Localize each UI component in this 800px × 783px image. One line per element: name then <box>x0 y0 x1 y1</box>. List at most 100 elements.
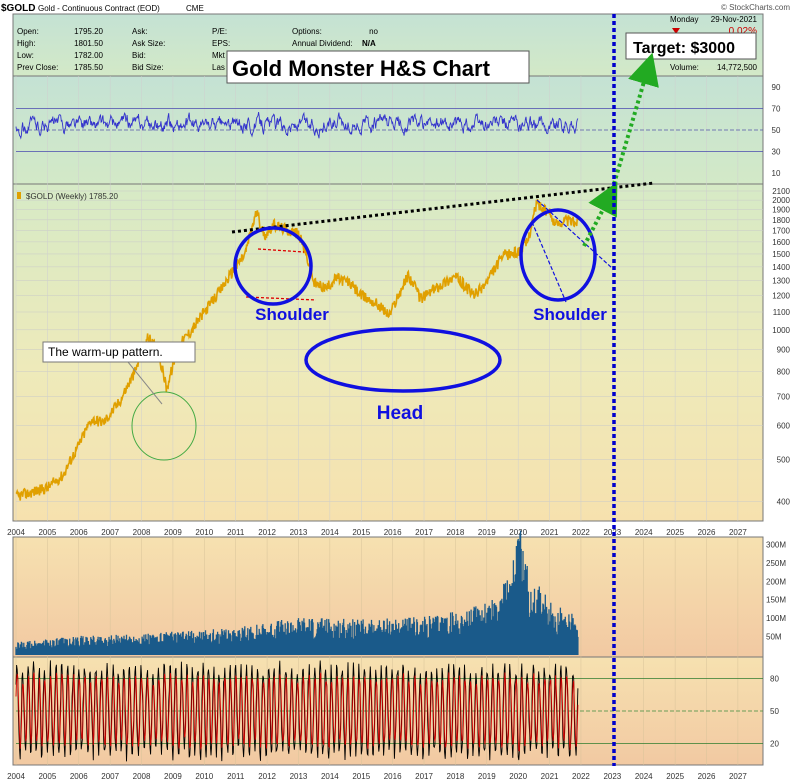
x-tick-label: 2014 <box>321 772 339 781</box>
ask-size-label: Ask Size: <box>132 39 165 48</box>
quote-table: Open: 1795.20 High: 1801.50 Low: 1782.00… <box>17 27 379 72</box>
warmup-circle <box>131 391 197 461</box>
target-label: Target: $3000 <box>633 40 735 57</box>
price-tick-label: 1000 <box>772 326 790 335</box>
x-tick-label: 2026 <box>698 772 716 781</box>
volume-label: Volume: <box>670 63 699 72</box>
mkt-label: Mkt <box>212 51 226 60</box>
right-shoulder-trend-2 <box>531 221 567 303</box>
x-tick-label: 2023 <box>603 772 621 781</box>
right-shoulder-circle <box>519 208 597 302</box>
credit-label: © StockCharts.com <box>721 3 790 12</box>
x-tick-label: 2025 <box>666 528 684 537</box>
las-label: Las <box>212 63 225 72</box>
head-label: Head <box>377 403 423 424</box>
stoch-tick-label: 80 <box>770 675 779 684</box>
x-tick-label: 2017 <box>415 772 433 781</box>
x-tick-label: 2016 <box>384 772 402 781</box>
x-tick-label: 2004 <box>7 772 25 781</box>
x-tick-label: 2019 <box>478 528 496 537</box>
rsi-line <box>15 111 579 140</box>
bid-label: Bid: <box>132 51 146 60</box>
price-tick-label: 1200 <box>772 292 790 301</box>
rsi-tick-label: 30 <box>772 148 781 157</box>
price-tick-label: 500 <box>777 456 791 465</box>
gold-price-line <box>15 199 579 501</box>
rsi-tick-label: 10 <box>772 169 781 178</box>
x-tick-label: 2009 <box>164 772 182 781</box>
x-tick-label: 2025 <box>666 772 684 781</box>
x-tick-label: 2018 <box>447 528 465 537</box>
x-tick-label: 2026 <box>698 528 716 537</box>
left-shoulder-top-line <box>257 248 305 253</box>
x-tick-label: 2012 <box>258 772 276 781</box>
rsi-tick-label: 90 <box>772 83 781 92</box>
ask-label: Ask: <box>132 27 148 36</box>
volume-tick-label: 100M <box>766 614 786 623</box>
stoch-fast-line <box>15 660 579 762</box>
volume-tick-label: 300M <box>766 540 786 549</box>
right-shoulder-trend-1 <box>536 199 613 269</box>
exchange-label: CME <box>186 4 204 13</box>
symbol-label: $GOLD <box>1 3 35 14</box>
change-pct: 0.02% <box>729 26 757 37</box>
bid-size-label: Bid Size: <box>132 63 164 72</box>
warmup-pointer <box>127 361 163 405</box>
x-tick-label: 2022 <box>572 772 590 781</box>
prev-close-label: Prev Close: <box>17 63 58 72</box>
legend-swatch <box>17 192 21 199</box>
price-tick-label: 2100 <box>772 187 790 196</box>
price-tick-label: 1700 <box>772 227 790 236</box>
open-label: Open: <box>17 27 39 36</box>
price-legend: $GOLD (Weekly) 1785.20 <box>26 192 118 201</box>
stoch-tick-label: 20 <box>770 739 779 748</box>
x-tick-label: 2011 <box>227 772 245 781</box>
x-tick-label: 2006 <box>70 528 88 537</box>
left-shoulder-circle <box>233 226 313 306</box>
price-tick-label: 2000 <box>772 196 790 205</box>
warmup-box <box>42 341 196 363</box>
price-tick-label: 1900 <box>772 206 790 215</box>
high-label: High: <box>17 39 36 48</box>
day-label: Monday <box>670 15 698 24</box>
price-tick-label: 700 <box>777 393 791 402</box>
left-shoulder-bottom-line <box>245 296 317 301</box>
price-tick-label: 1300 <box>772 277 790 286</box>
prev-close-value: 1785.50 <box>74 63 103 72</box>
title-box <box>226 50 530 84</box>
stoch-tick-label: 50 <box>770 707 779 716</box>
price-tick-label: 1600 <box>772 238 790 247</box>
x-tick-label: 2018 <box>447 772 465 781</box>
open-value: 1795.20 <box>74 27 103 36</box>
eps-label: EPS: <box>212 39 230 48</box>
neckline <box>231 181 655 234</box>
low-value: 1782.00 <box>74 51 103 60</box>
x-tick-label: 2008 <box>133 528 151 537</box>
price-tick-label: 1800 <box>772 216 790 225</box>
volume-tick-label: 200M <box>766 577 786 586</box>
stoch-slow-line <box>15 672 579 752</box>
low-label: Low: <box>17 51 34 60</box>
volume-tick-label: 250M <box>766 559 786 568</box>
x-tick-label: 2007 <box>101 772 119 781</box>
x-tick-label: 2005 <box>38 772 56 781</box>
head-ellipse <box>304 327 502 393</box>
price-tick-label: 1500 <box>772 250 790 259</box>
x-tick-label: 2020 <box>509 772 527 781</box>
x-tick-label: 2016 <box>384 528 402 537</box>
x-tick-label: 2006 <box>70 772 88 781</box>
x-tick-label: 2014 <box>321 528 339 537</box>
high-value: 1801.50 <box>74 39 103 48</box>
x-tick-label: 2013 <box>290 772 308 781</box>
x-tick-label: 2011 <box>227 528 245 537</box>
options-value: no <box>369 27 378 36</box>
price-tick-label: 800 <box>777 368 791 377</box>
x-tick-label: 2027 <box>729 772 747 781</box>
description-label: Gold - Continuous Contract (EOD) <box>38 4 160 13</box>
x-tick-label: 2015 <box>352 772 370 781</box>
target-arrow-long <box>612 52 659 185</box>
pe-label: P/E: <box>212 27 227 36</box>
x-tick-label: 2004 <box>7 528 25 537</box>
x-tick-label: 2005 <box>38 528 56 537</box>
